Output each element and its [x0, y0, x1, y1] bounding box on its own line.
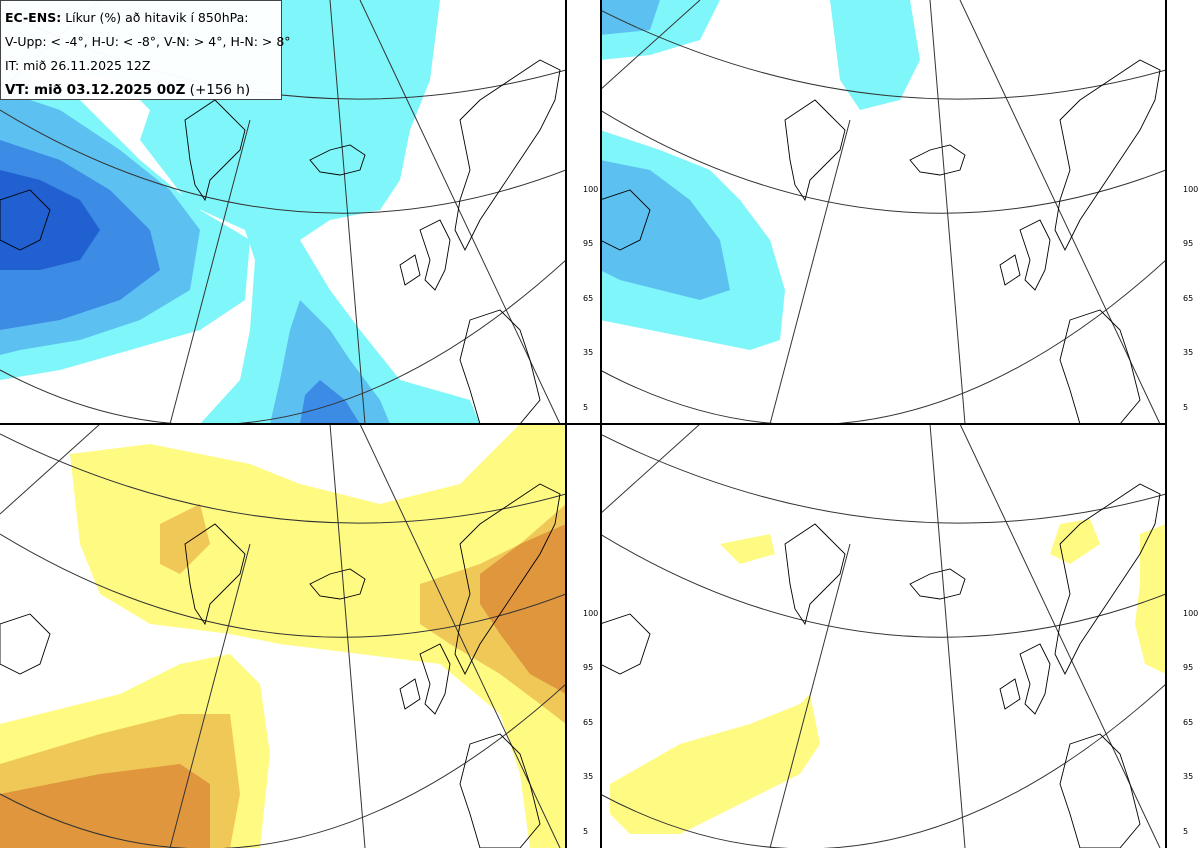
- tick-label: 35: [583, 772, 594, 781]
- tick-label: 65: [1183, 718, 1194, 727]
- title-line: EC-ENS: Líkur (%) að hitavik í 850hPa:: [5, 6, 277, 30]
- cold-8-map: [600, 0, 1166, 424]
- lat-lon-grid: [600, 424, 1166, 848]
- coastlines: [600, 59, 1161, 424]
- forecast-info-box: EC-ENS: Líkur (%) að hitavik í 850hPa: V…: [0, 0, 291, 102]
- prob-65-95-b: [300, 380, 360, 424]
- map-panel-cold-4: [0, 0, 566, 424]
- lat-lon-grid: [600, 0, 1166, 424]
- prob-95-100: [0, 170, 100, 270]
- thresholds-line: V-Upp: < -4°, H-U: < -8°, V-N: > 4°, H-N…: [5, 34, 291, 49]
- map-panel-warm-4: [0, 424, 566, 848]
- coastlines: [0, 483, 561, 848]
- divider-vertical-right: [600, 0, 602, 848]
- map-panel-cold-8: [600, 0, 1166, 424]
- cold-4-map: [0, 0, 566, 424]
- prob-5-35-b: [830, 0, 920, 110]
- model-name: EC-ENS:: [5, 10, 62, 25]
- prob-35-65-b: [270, 300, 390, 424]
- valid-time-line: VT: mið 03.12.2025 00Z (+156 h): [5, 78, 277, 102]
- tick-label: 5: [583, 827, 589, 836]
- tick-label: 100: [583, 609, 599, 618]
- tick-label: 5: [1183, 403, 1189, 412]
- prob-35-65: [600, 160, 730, 300]
- divider-horizontal: [0, 423, 1166, 425]
- prob-5-35-c: [1135, 524, 1166, 674]
- map-panel-warm-8: [600, 424, 1166, 848]
- prob-65-95-b: [0, 764, 210, 848]
- divider-vertical-far-right: [1165, 0, 1167, 848]
- init-time: IT: mið 26.11.2025 12Z: [5, 58, 151, 73]
- prob-5-35-b: [1050, 519, 1100, 564]
- tick-label: 35: [1183, 348, 1194, 357]
- prob-5-35: [610, 694, 820, 834]
- valid-time: VT: mið 03.12.2025 00Z: [5, 82, 186, 98]
- tick-label: 35: [1183, 772, 1194, 781]
- tick-label: 35: [583, 348, 594, 357]
- tick-label: 65: [1183, 294, 1194, 303]
- tick-label: 95: [583, 663, 594, 672]
- coastlines: [0, 59, 561, 424]
- lead-time: (+156 h): [189, 82, 251, 98]
- tick-label: 100: [1183, 609, 1199, 618]
- tick-label: 65: [583, 718, 594, 727]
- prob-35-65-c: [160, 504, 210, 574]
- coastlines: [600, 483, 1161, 848]
- prob-5-35: [0, 0, 480, 424]
- divider-vertical-left: [565, 0, 567, 848]
- prob-35-65-b: [600, 0, 660, 35]
- tick-label: 100: [583, 185, 599, 194]
- tick-label: 95: [1183, 239, 1194, 248]
- lat-lon-grid: [0, 424, 566, 848]
- tick-label: 5: [1183, 827, 1189, 836]
- tick-label: 100: [1183, 185, 1199, 194]
- tick-label: 95: [1183, 663, 1194, 672]
- tick-label: 65: [583, 294, 594, 303]
- prob-5-35-c: [190, 90, 320, 170]
- prob-5-35-d: [720, 534, 775, 564]
- warm-8-map: [600, 424, 1166, 848]
- product-title: Líkur (%) að hitavik í 850hPa:: [65, 10, 249, 25]
- warm-4-map: [0, 424, 566, 848]
- tick-label: 95: [583, 239, 594, 248]
- tick-label: 5: [583, 403, 589, 412]
